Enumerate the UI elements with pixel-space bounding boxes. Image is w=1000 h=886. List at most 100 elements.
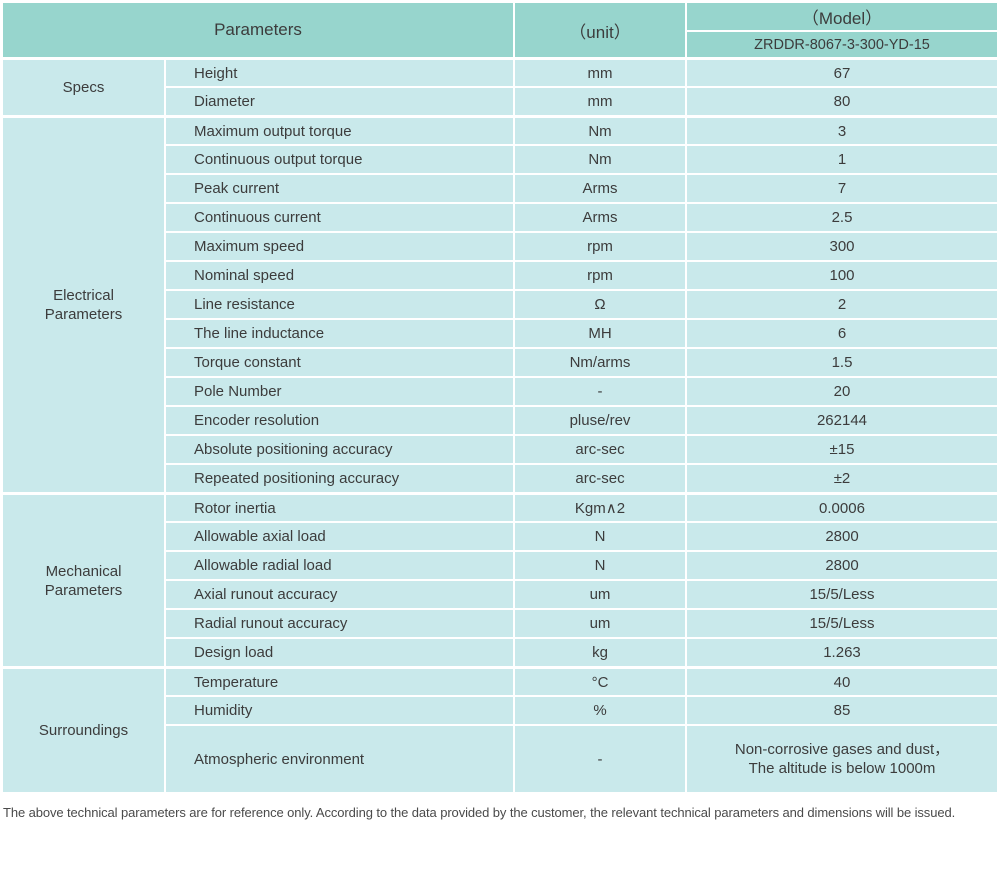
table-row: Line resistance Ω 2 — [2, 290, 998, 319]
param-name-cell: Maximum speed — [165, 232, 514, 261]
table-row: Allowable axial load N 2800 — [2, 522, 998, 551]
unit-cell: arc-sec — [514, 464, 686, 493]
value-cell: 2800 — [686, 522, 998, 551]
value-cell: ±2 — [686, 464, 998, 493]
value-cell: 300 — [686, 232, 998, 261]
table-row: Axial runout accuracy um 15/5/Less — [2, 580, 998, 609]
value-cell: 80 — [686, 87, 998, 116]
param-name-cell: Allowable radial load — [165, 551, 514, 580]
param-name-cell: The line inductance — [165, 319, 514, 348]
table-row: Allowable radial load N 2800 — [2, 551, 998, 580]
table-row: Surroundings Temperature °C 40 — [2, 667, 998, 793]
table-row: Absolute positioning accuracy arc-sec ±15 — [2, 435, 998, 464]
value-cell: 15/5/Less — [686, 580, 998, 609]
table-body: Specs Height mm 67 Diameter mm 80 Electrical Pa… — [2, 58, 998, 793]
table-row: Encoder resolution pluse/rev 262144 — [2, 406, 998, 435]
param-name-cell: Maximum output torque — [165, 116, 514, 145]
param-name-cell: Height — [165, 58, 514, 87]
section-label: Mechanical Parameters — [2, 493, 165, 667]
param-name-cell: Continuous current — [165, 203, 514, 232]
param-name-cell: Encoder resolution — [165, 406, 514, 435]
header-model: （Model） — [686, 2, 998, 31]
table-row: Specs Height mm 67 — [2, 58, 998, 116]
table-row: Repeated positioning accuracy arc-sec ±2 — [2, 464, 998, 493]
table-row: Peak current Arms 7 — [2, 174, 998, 203]
param-name-cell: Line resistance — [165, 290, 514, 319]
unit-cell: MH — [514, 319, 686, 348]
unit-cell: arc-sec — [514, 435, 686, 464]
section-label: Electrical Parameters — [2, 116, 165, 493]
unit-cell: um — [514, 609, 686, 638]
value-cell: 67 — [686, 58, 998, 87]
unit-cell: Kgm∧2 — [514, 493, 686, 522]
param-name-cell: Absolute positioning accuracy — [165, 435, 514, 464]
header-model-value: ZRDDR-8067-3-300-YD-15 — [686, 31, 998, 58]
value-cell: 1.5 — [686, 348, 998, 377]
value-cell: 6 — [686, 319, 998, 348]
value-cell: 1.263 — [686, 638, 998, 667]
table-row: Radial runout accuracy um 15/5/Less — [2, 609, 998, 638]
table-row: Mechanical Parameters Rotor inertia Kgm∧2 0… — [2, 493, 998, 667]
unit-cell: Arms — [514, 203, 686, 232]
param-name-cell: Diameter — [165, 87, 514, 116]
param-name-cell: Torque constant — [165, 348, 514, 377]
section-label: Specs — [2, 58, 165, 116]
table-row: Atmospheric environment - Non-corrosive ga… — [2, 725, 998, 793]
table-row: Nominal speed rpm 100 — [2, 261, 998, 290]
unit-cell: N — [514, 551, 686, 580]
table-row: Continuous current Arms 2.5 — [2, 203, 998, 232]
unit-cell: pluse/rev — [514, 406, 686, 435]
value-cell: Non-corrosive gases and dust， The altitu… — [686, 725, 998, 793]
param-name-cell: Rotor inertia — [165, 493, 514, 522]
param-name-cell: Radial runout accuracy — [165, 609, 514, 638]
param-name-cell: Peak current — [165, 174, 514, 203]
header-row-1: Parameters （unit） （Model） — [2, 2, 998, 58]
value-cell: 100 — [686, 261, 998, 290]
header-unit: （unit） — [514, 2, 686, 58]
footer-note: The above technical parameters are for r… — [3, 805, 956, 820]
unit-cell: kg — [514, 638, 686, 667]
value-cell: 85 — [686, 696, 998, 725]
table-row: Maximum speed rpm 300 — [2, 232, 998, 261]
section-label: Surroundings — [2, 667, 165, 793]
unit-cell: rpm — [514, 232, 686, 261]
unit-cell: mm — [514, 58, 686, 87]
unit-cell: Ω — [514, 290, 686, 319]
table-header: Parameters （unit） （Model） ZRDDR-8067-3-3… — [2, 2, 998, 58]
unit-cell: - — [514, 725, 686, 793]
value-cell: 2.5 — [686, 203, 998, 232]
table-row: Design load kg 1.263 — [2, 638, 998, 667]
unit-cell: rpm — [514, 261, 686, 290]
value-cell: 40 — [686, 667, 998, 696]
table-row: Continuous output torque Nm 1 — [2, 145, 998, 174]
value-cell: 0.0006 — [686, 493, 998, 522]
unit-cell: mm — [514, 87, 686, 116]
value-cell: 20 — [686, 377, 998, 406]
table-row: Pole Number -20 — [2, 377, 998, 406]
unit-cell: um — [514, 580, 686, 609]
table-row: Torque constant Nm/arms 1.5 — [2, 348, 998, 377]
value-cell: ±15 — [686, 435, 998, 464]
value-cell: 1 — [686, 145, 998, 174]
param-name-cell: Atmospheric environment — [165, 725, 514, 793]
value-cell: 7 — [686, 174, 998, 203]
header-row-2: ZRDDR-8067-3-300-YD-15 — [2, 31, 998, 58]
table-row: Electrical Parameters Maximum output torq… — [2, 116, 998, 493]
unit-cell: N — [514, 522, 686, 551]
unit-cell: % — [514, 696, 686, 725]
unit-cell: °C — [514, 667, 686, 696]
value-cell: 2800 — [686, 551, 998, 580]
table-row: Diameter mm 80 — [2, 87, 998, 116]
unit-cell: Nm — [514, 116, 686, 145]
value-cell: 2 — [686, 290, 998, 319]
parameters-table: Parameters （unit） （Model） ZRDDR-8067-3-3… — [2, 2, 998, 793]
param-name-cell: Humidity — [165, 696, 514, 725]
param-name-cell: Temperature — [165, 667, 514, 696]
value-cell: 15/5/Less — [686, 609, 998, 638]
param-name-cell: Repeated positioning accuracy — [165, 464, 514, 493]
param-name-cell: Axial runout accuracy — [165, 580, 514, 609]
unit-cell: Nm/arms — [514, 348, 686, 377]
unit-cell: Arms — [514, 174, 686, 203]
param-name-cell: Design load — [165, 638, 514, 667]
